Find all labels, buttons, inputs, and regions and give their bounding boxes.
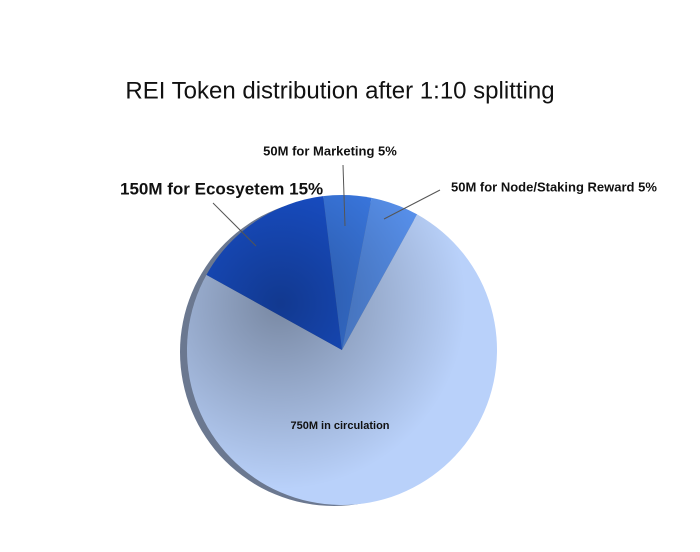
leader-line [383, 189, 441, 220]
slice-label: 750M in circulation [290, 420, 389, 432]
chart-title: REI Token distribution after 1:10 splitt… [125, 77, 554, 104]
slice-label: 50M for Marketing 5% [263, 143, 397, 158]
leader-line [212, 202, 257, 247]
leader-line [342, 164, 346, 227]
slice-label: 50M for Node/Staking Reward 5% [451, 179, 657, 194]
pie [187, 195, 498, 506]
slice-label: 150M for Ecosyetem 15% [120, 179, 323, 198]
